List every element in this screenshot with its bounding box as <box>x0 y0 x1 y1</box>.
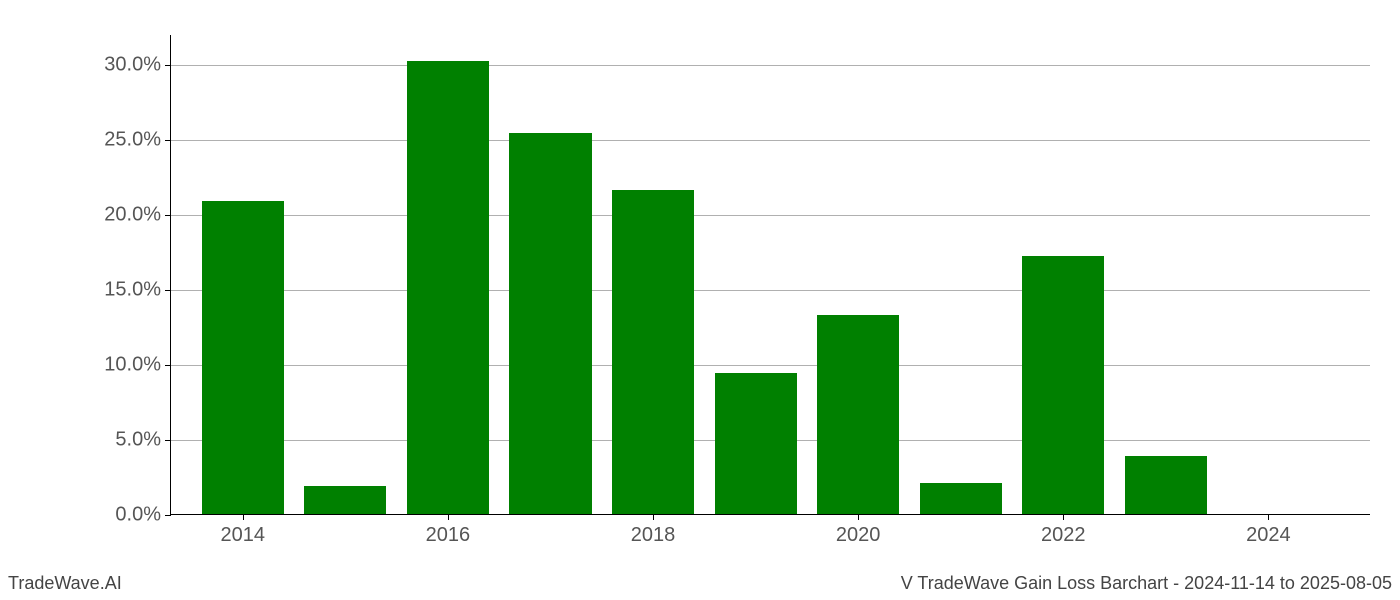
bar <box>1022 256 1104 514</box>
bar <box>304 486 386 515</box>
bar <box>1125 456 1207 515</box>
y-gridline <box>171 365 1370 366</box>
y-gridline <box>171 65 1370 66</box>
bar <box>920 483 1002 515</box>
y-tick-label: 20.0% <box>104 204 171 227</box>
y-gridline <box>171 140 1370 141</box>
footer-left: TradeWave.AI <box>8 573 122 594</box>
x-tick-label: 2014 <box>221 514 266 547</box>
x-tick-label: 2018 <box>631 514 676 547</box>
bar <box>715 373 797 514</box>
bar <box>817 315 899 515</box>
bar <box>407 61 489 514</box>
chart-container: 0.0% 5.0% 10.0% 15.0% 20.0% 25.0% 30.0% 2014 201… <box>0 0 1400 600</box>
x-tick-label: 2020 <box>836 514 881 547</box>
y-tick-label: 15.0% <box>104 279 171 302</box>
bar <box>509 133 591 514</box>
y-tick-label: 25.0% <box>104 129 171 152</box>
bar <box>202 201 284 515</box>
x-tick-label: 2022 <box>1041 514 1086 547</box>
x-tick-label: 2016 <box>426 514 471 547</box>
footer-right: V TradeWave Gain Loss Barchart - 2024-11… <box>901 573 1392 594</box>
x-tick-label: 2024 <box>1246 514 1291 547</box>
bar <box>612 190 694 514</box>
y-tick-label: 0.0% <box>115 504 171 527</box>
y-tick-label: 10.0% <box>104 354 171 377</box>
plot-area: 0.0%5.0%10.0%15.0%20.0%25.0%30.0%2014201… <box>170 35 1370 515</box>
y-tick-label: 30.0% <box>104 54 171 77</box>
y-tick-label: 5.0% <box>115 429 171 452</box>
y-gridline <box>171 290 1370 291</box>
y-gridline <box>171 215 1370 216</box>
